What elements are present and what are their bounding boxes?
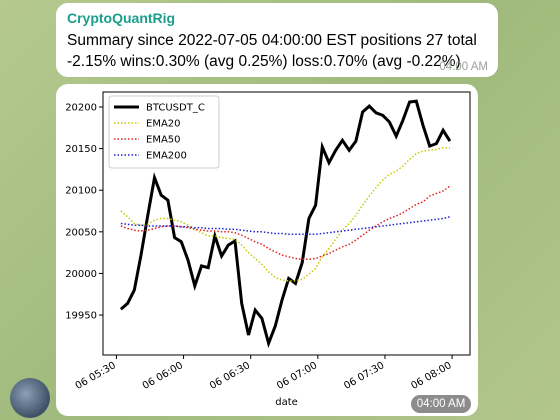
legend-box [108,95,220,169]
y-tick-label: 20000 [65,269,97,280]
legend-label: EMA20 [146,119,181,130]
x-tick-label: 06 06:00 [141,360,185,392]
message-time: 04:00 AM [439,61,488,73]
data-line [119,99,452,349]
legend-label: EMA200 [146,151,187,162]
x-tick-label: 06 07:00 [275,360,319,392]
legend-label: BTCUSDT_C [146,103,205,114]
y-tick-label: 19950 [65,311,97,322]
message-time: 04:00 AM [411,395,471,413]
x-tick-label: 06 08:00 [409,360,453,392]
message-text: -2.15% wins:0.30% (avg 0.25%) loss:0.70%… [67,53,461,70]
legend-label: EMA50 [146,135,181,146]
y-tick-label: 20200 [65,102,97,113]
message-bubble: CryptoQuantRig Summary since 2022-07-05 … [56,3,498,77]
x-tick-label: 06 05:30 [74,360,118,392]
y-tick-label: 20050 [65,227,97,238]
message-text: Summary since 2022-07-05 04:00:00 EST po… [67,32,477,49]
avatar[interactable] [10,378,50,418]
y-tick-label: 20150 [65,144,97,155]
sender-name[interactable]: CryptoQuantRig [67,10,176,26]
data-line [120,185,451,261]
x-axis-label: date [275,397,298,408]
x-tick-label: 06 06:30 [208,360,252,392]
plot-frame [102,91,471,356]
data-line [120,216,451,236]
x-tick-label: 06 07:30 [342,360,386,392]
y-tick-label: 20100 [65,186,97,197]
